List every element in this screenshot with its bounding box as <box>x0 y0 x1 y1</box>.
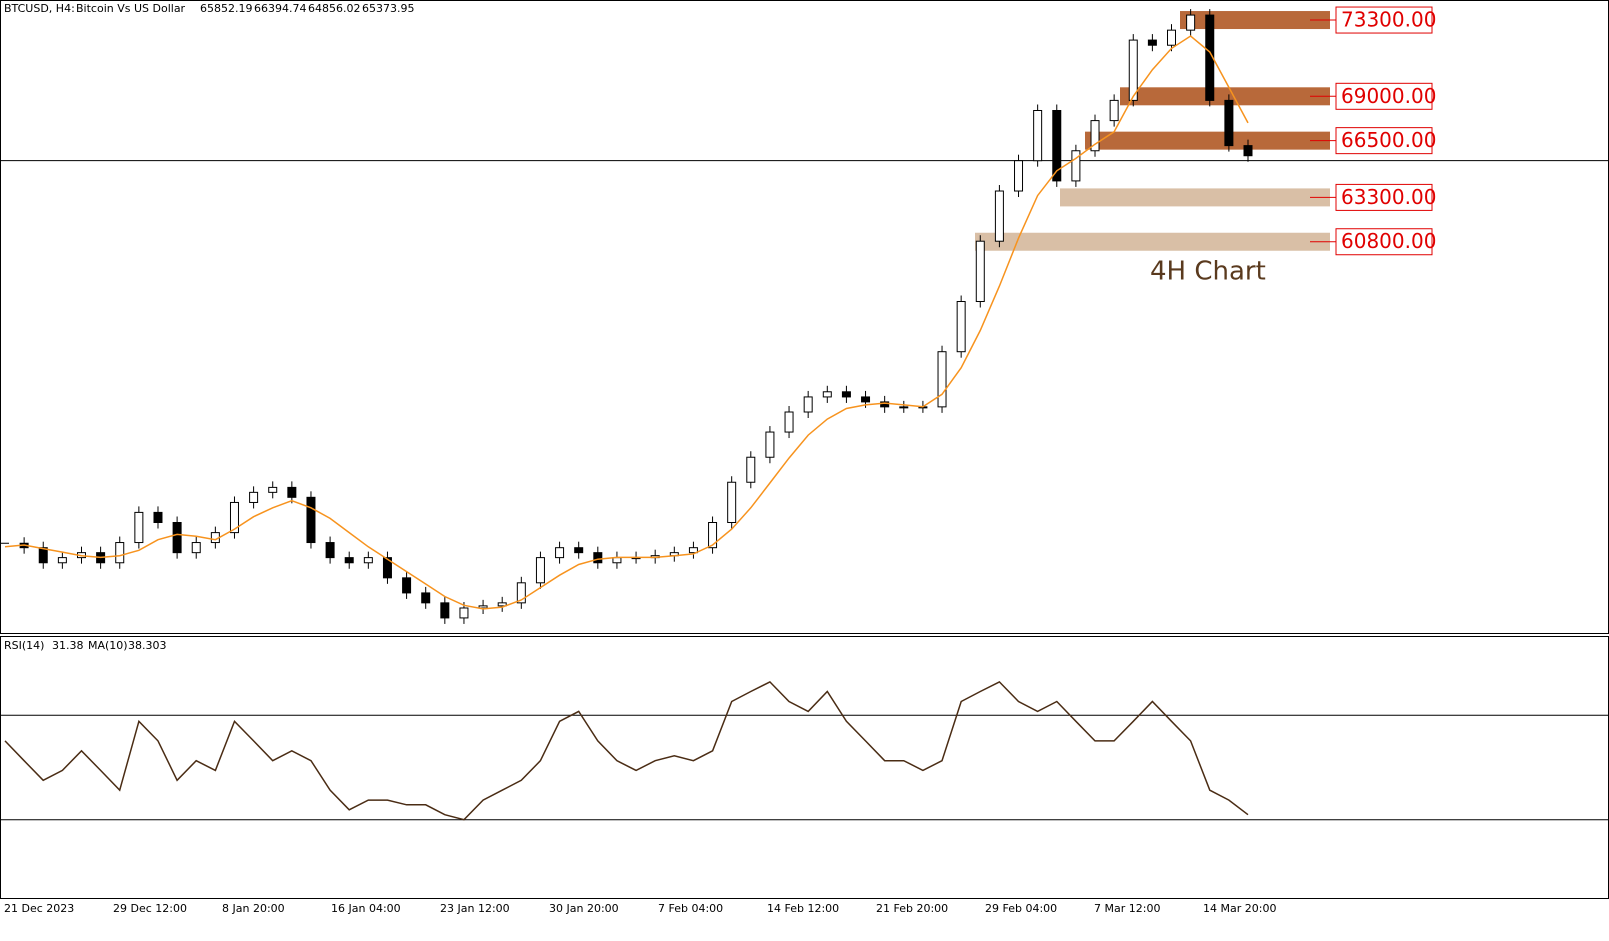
candle <box>268 486 278 493</box>
symbol: BTCUSD, H4: <box>4 2 75 15</box>
level-label-box <box>1335 6 1433 34</box>
candle <box>1243 145 1253 157</box>
candle <box>1167 29 1177 46</box>
x-tick-label: 21 Feb 20:00 <box>876 902 948 915</box>
x-tick-label: 29 Dec 12:00 <box>113 902 187 915</box>
candle <box>555 547 565 559</box>
candle <box>38 547 48 564</box>
candle <box>822 391 832 398</box>
candle <box>153 511 163 524</box>
annotation: 4H Chart <box>1150 257 1266 287</box>
candle <box>1205 14 1215 101</box>
candle <box>1128 39 1138 101</box>
candle <box>1033 109 1043 162</box>
candle <box>937 351 947 408</box>
candle <box>1186 14 1196 31</box>
x-tick-label: 16 Jan 04:00 <box>331 902 401 915</box>
x-tick-label: 14 Mar 20:00 <box>1203 902 1276 915</box>
level-label: 73300.00 <box>1341 8 1436 32</box>
x-tick-label: 14 Feb 12:00 <box>767 902 839 915</box>
level-label-box <box>1335 228 1433 256</box>
ohlc-value: 64856.02 <box>308 2 361 15</box>
candle <box>325 542 335 559</box>
candle <box>574 547 584 554</box>
candle <box>956 301 966 353</box>
candle <box>382 557 392 579</box>
candle <box>803 396 813 413</box>
candle <box>459 607 469 619</box>
rsi-ma-value: 38.303 <box>128 639 167 652</box>
candle <box>421 592 431 604</box>
candle <box>708 522 718 549</box>
candle <box>478 605 488 609</box>
candle <box>727 481 737 524</box>
candle <box>765 431 775 458</box>
candle <box>134 511 144 544</box>
level-label-box <box>1335 82 1433 110</box>
candle <box>994 190 1004 242</box>
candle <box>363 557 373 564</box>
candle <box>899 406 909 409</box>
candle <box>688 547 698 554</box>
candle <box>115 542 125 564</box>
candle <box>975 240 985 303</box>
x-tick-label: 23 Jan 12:00 <box>440 902 510 915</box>
candle <box>1014 160 1024 192</box>
level-zone <box>1085 131 1330 150</box>
candle <box>880 401 890 408</box>
level-label: 69000.00 <box>1341 84 1436 108</box>
level-label-box <box>1335 127 1433 155</box>
moving-average <box>4 35 1249 610</box>
candle <box>344 557 354 564</box>
candle <box>1109 99 1119 122</box>
rsi-label: RSI(14) <box>4 639 44 652</box>
x-tick-label: 29 Feb 04:00 <box>985 902 1057 915</box>
candle <box>841 391 851 398</box>
ohlc-value: 65373.95 <box>362 2 415 15</box>
candle <box>172 522 182 554</box>
ohlc-value: 65852.19 <box>200 2 253 15</box>
candle <box>1090 120 1100 152</box>
x-tick-label: 7 Feb 04:00 <box>658 902 723 915</box>
candle <box>287 486 297 498</box>
candle <box>402 577 412 594</box>
candle <box>440 602 450 619</box>
candle <box>57 557 67 564</box>
level-label: 63300.00 <box>1341 185 1436 209</box>
candle <box>306 496 316 544</box>
level-label: 66500.00 <box>1341 128 1436 152</box>
x-tick-label: 7 Mar 12:00 <box>1094 902 1160 915</box>
x-tick-label: 30 Jan 20:00 <box>549 902 619 915</box>
candle <box>746 456 756 483</box>
candle <box>1224 99 1234 147</box>
level-zone <box>975 232 1330 251</box>
candle <box>191 542 201 554</box>
level-zone <box>1120 87 1330 106</box>
level-zone <box>1180 11 1330 30</box>
rsi-line <box>4 680 1249 821</box>
rsi-panel <box>0 636 1609 899</box>
description: Bitcoin Vs US Dollar <box>76 2 186 15</box>
candle <box>784 411 794 433</box>
candle <box>1147 39 1157 46</box>
x-tick-label: 21 Dec 2023 <box>4 902 74 915</box>
candle <box>249 491 259 503</box>
candle <box>1071 150 1081 182</box>
rsi-ma-label: MA(10) <box>88 639 128 652</box>
candle <box>861 396 871 403</box>
x-tick-label: 8 Jan 20:00 <box>222 902 285 915</box>
candle <box>497 602 507 607</box>
candle <box>593 552 603 564</box>
candle <box>229 501 239 534</box>
candle <box>516 582 526 604</box>
candle <box>535 557 545 584</box>
level-label: 60800.00 <box>1341 229 1436 253</box>
rsi-value: 31.38 <box>52 639 84 652</box>
level-zone <box>1060 188 1330 207</box>
ohlc-value: 66394.74 <box>254 2 307 15</box>
candle <box>1052 109 1062 182</box>
level-label-box <box>1335 183 1433 211</box>
